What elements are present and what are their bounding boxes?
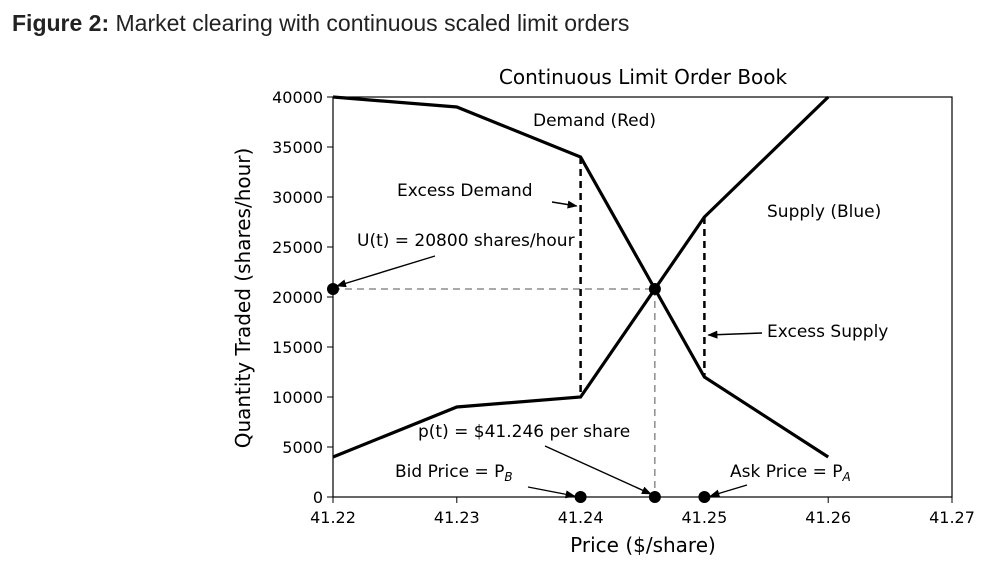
y-tick-label: 40000	[272, 88, 323, 107]
x-tick-label: 41.24	[558, 508, 604, 527]
demand-label: Demand (Red)	[533, 111, 656, 131]
x-tick-label: 41.26	[805, 508, 851, 527]
annotation-arrows	[336, 200, 763, 499]
y-tick-label: 35000	[272, 138, 323, 157]
excess-supply-arrow	[707, 330, 763, 339]
y-tick-label: 30000	[272, 188, 323, 207]
guide-lines	[333, 157, 706, 497]
figure-caption: Figure 2: Market clearing with continuou…	[12, 10, 629, 37]
y-tick-label: 25000	[272, 238, 323, 257]
clearing-point	[648, 283, 661, 295]
series-layer	[332, 95, 830, 459]
y-tick-label: 10000	[272, 388, 323, 407]
y-tick-label: 5000	[282, 438, 323, 457]
x-tick-label: 41.27	[929, 508, 975, 527]
figure-caption-text: Market clearing with continuous scaled l…	[115, 10, 630, 36]
bid-label: Bid Price = PB	[395, 462, 513, 484]
y-tick-label: 15000	[272, 338, 323, 357]
u-label: U(t) = 20800 shares/hour	[357, 231, 575, 251]
marker-layer	[327, 283, 711, 503]
supply-label: Supply (Blue)	[767, 202, 881, 222]
x-tick-label: 41.22	[310, 508, 356, 527]
y-axis-label: Quantity Traded (shares/hour)	[231, 148, 255, 449]
u-arrow	[336, 255, 436, 288]
x-tick-label: 41.23	[434, 508, 480, 527]
excess-demand-label: Excess Demand	[397, 181, 533, 201]
p-arrow	[544, 445, 652, 495]
bid-label-text: Bid Price = P	[395, 462, 504, 482]
supply-curve	[332, 95, 830, 459]
y-tick-label: 0	[313, 488, 323, 507]
bid-label-sub: B	[504, 470, 512, 484]
ask-arrow	[709, 484, 748, 498]
y-tick-label: 20000	[272, 288, 323, 307]
y-axis-ticks: 0 5000 10000 15000 20000 25000 30000 35000 40000	[272, 88, 333, 507]
demand-curve	[332, 95, 830, 459]
bid-arrow	[527, 486, 576, 499]
p-label: p(t) = $41.246 per share	[418, 422, 630, 442]
ask-label-text: Ask Price = P	[730, 462, 843, 482]
excess-supply-label: Excess Supply	[767, 322, 888, 342]
chart-title: Continuous Limit Order Book	[499, 65, 788, 89]
figure-label: Figure 2:	[12, 10, 110, 36]
x-axis-ticks: 41.22 41.23 41.24 41.25 41.26 41.27	[310, 497, 975, 527]
ask-label: Ask Price = PA	[730, 462, 851, 484]
excess-demand-arrow	[551, 200, 578, 209]
x-tick-label: 41.25	[681, 508, 727, 527]
plot-frame	[332, 96, 953, 498]
ask-label-sub: A	[842, 470, 851, 484]
x-axis-label: Price ($/share)	[570, 533, 716, 557]
